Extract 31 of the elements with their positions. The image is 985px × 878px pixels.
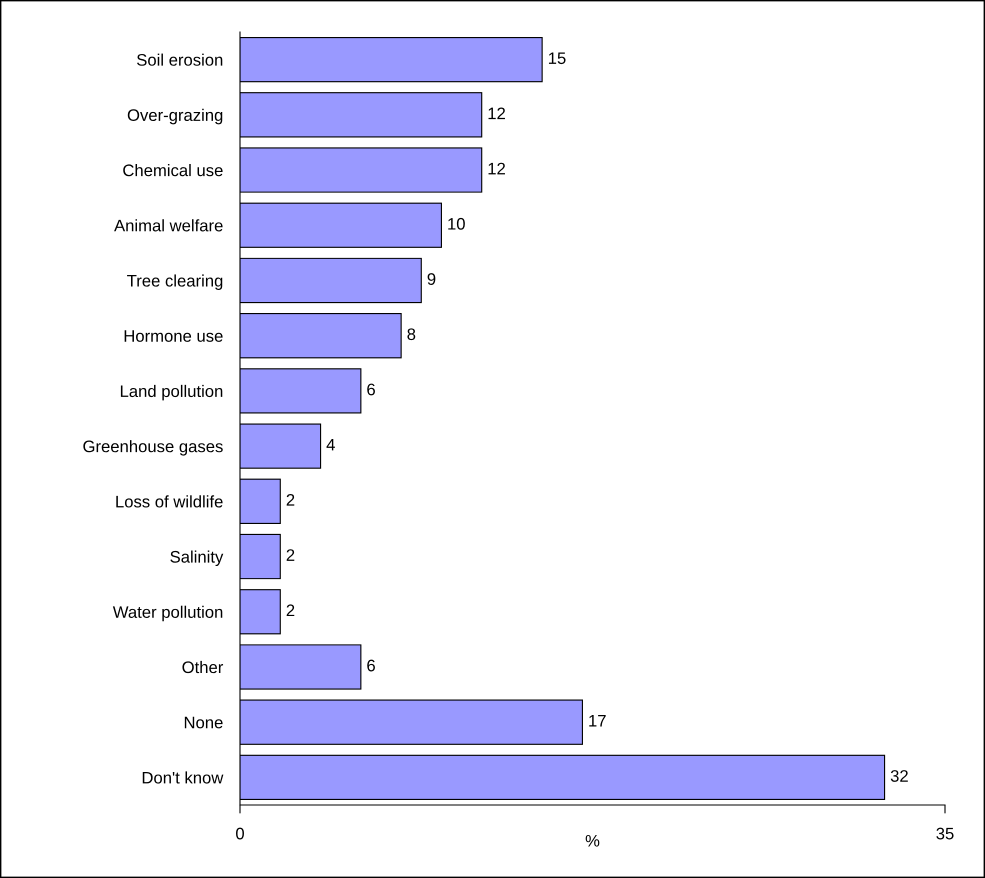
x-tick-label: 0 bbox=[236, 828, 244, 840]
data-label: 2 bbox=[286, 494, 294, 506]
data-label: 9 bbox=[428, 273, 436, 285]
y-tick-label: Greenhouse gases bbox=[83, 440, 223, 456]
data-label: 32 bbox=[890, 770, 908, 782]
data-label: 10 bbox=[448, 218, 465, 230]
data-label: 17 bbox=[589, 715, 606, 726]
y-tick-label: None bbox=[184, 716, 223, 728]
data-label: 2 bbox=[286, 604, 294, 616]
data-label: 12 bbox=[488, 162, 505, 174]
y-tick-label: Water pollution bbox=[112, 606, 222, 622]
y-tick-label: Hormone use bbox=[124, 330, 223, 342]
data-label: 2 bbox=[286, 549, 294, 561]
x-axis-title: % bbox=[586, 834, 600, 847]
data-label: 6 bbox=[367, 660, 375, 672]
y-tick-label: Salinity bbox=[170, 550, 224, 566]
y-tick-label: Other bbox=[182, 660, 224, 674]
y-tick-label: Over-grazing bbox=[128, 108, 222, 124]
y-tick-label: Land pollution bbox=[120, 384, 222, 400]
y-tick-label: Chemical use bbox=[123, 164, 223, 176]
y-tick-label: Tree clearing bbox=[127, 274, 222, 290]
data-label: 12 bbox=[488, 107, 505, 120]
y-tick-label: Loss of wildlife bbox=[116, 495, 223, 508]
x-tick-label: 35 bbox=[936, 828, 954, 840]
y-tick-label: Soil erosion bbox=[137, 54, 222, 66]
y-tick-label: Don't know bbox=[142, 771, 224, 784]
y-tick-label: Animal welfare bbox=[114, 219, 223, 232]
data-label: 4 bbox=[326, 438, 335, 450]
data-label: 8 bbox=[407, 328, 416, 340]
data-label: 6 bbox=[367, 384, 375, 396]
data-label: 15 bbox=[548, 52, 566, 64]
